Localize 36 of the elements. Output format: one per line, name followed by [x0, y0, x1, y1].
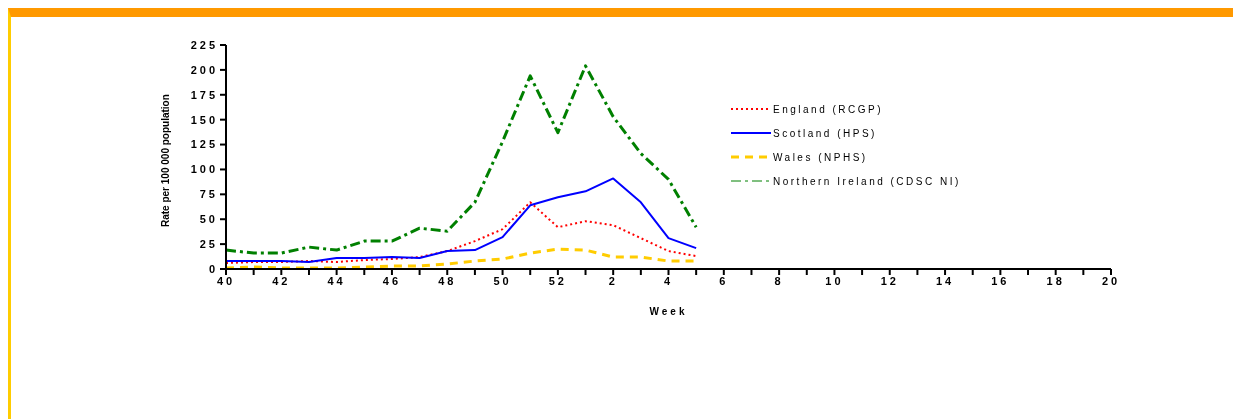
line-series	[224, 64, 698, 255]
line-series	[225, 177, 698, 264]
x-tick-label: 48	[438, 274, 457, 287]
x-tick-label: 18	[1046, 274, 1065, 287]
x-tick-label: 12	[880, 274, 899, 287]
x-tick-label: 52	[548, 274, 567, 287]
y-tick-label: 75	[199, 188, 218, 201]
legend-label: Northern Ireland (CDSC NI)	[773, 175, 961, 187]
x-tick-label: 10	[825, 274, 844, 287]
x-tick-label: 6	[719, 274, 729, 287]
x-tick-label: 14	[935, 274, 955, 287]
line-series	[225, 201, 698, 265]
x-tick-label: 44	[327, 274, 346, 287]
x-tick-label: 40	[216, 274, 236, 287]
x-tick-label: 8	[774, 274, 784, 287]
x-tick-label: 2	[608, 274, 618, 287]
y-tick-label: 25	[199, 238, 218, 251]
y-tick-label: 50	[199, 213, 218, 226]
legend-label: Scotland (HPS)	[773, 127, 877, 139]
y-tick-label: 175	[190, 88, 218, 101]
x-tick-label: 16	[991, 274, 1010, 287]
x-axis-title: Week	[649, 306, 688, 317]
x-tick-label: 4	[663, 274, 674, 287]
x-tick-label: 46	[382, 274, 402, 287]
legend-label: Wales (NPHS)	[773, 151, 868, 163]
legend-label: England (RCGP)	[773, 103, 884, 115]
x-tick-label: 20	[1101, 274, 1121, 287]
y-axis-title: Rate per 100 000 population	[159, 94, 171, 227]
y-tick-label: 125	[190, 138, 218, 151]
y-tick-label: 100	[190, 163, 218, 176]
y-tick-label: 0	[208, 262, 218, 275]
x-tick-label: 42	[272, 274, 291, 287]
y-tick-label: 200	[190, 63, 218, 76]
y-tick-label: 225	[190, 38, 218, 51]
y-tick-label: 150	[190, 113, 218, 126]
x-tick-label: 50	[493, 274, 512, 287]
